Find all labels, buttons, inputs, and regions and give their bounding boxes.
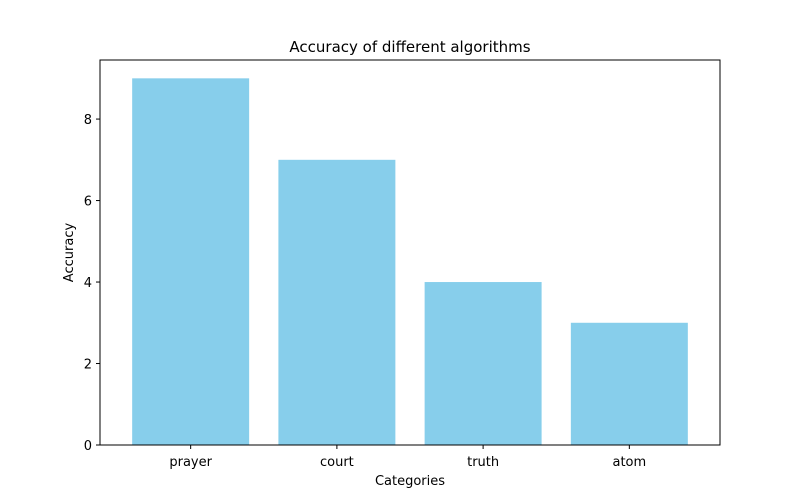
bars-group xyxy=(132,78,688,445)
y-axis-label: Accuracy xyxy=(62,223,77,283)
bar-prayer xyxy=(132,78,250,445)
y-axis-ticks: 0 2 4 6 8 xyxy=(84,113,100,454)
bar-court xyxy=(278,159,396,445)
x-tick-label: truth xyxy=(467,455,499,470)
chart-title: Accuracy of different algorithms xyxy=(289,38,530,56)
bar-truth xyxy=(424,282,542,445)
y-tick-label: 0 xyxy=(84,439,92,454)
x-axis-ticks: prayer court truth atom xyxy=(169,445,646,470)
bar-atom xyxy=(570,322,688,445)
y-tick-label: 2 xyxy=(84,358,92,373)
x-tick-label: atom xyxy=(612,455,646,470)
x-axis-label: Categories xyxy=(375,474,445,489)
x-tick-label: prayer xyxy=(169,455,212,470)
plot-area-frame xyxy=(99,59,721,446)
y-tick-label: 8 xyxy=(84,113,92,128)
y-tick-label: 4 xyxy=(84,276,92,291)
x-tick-label: court xyxy=(320,455,354,470)
y-tick-label: 6 xyxy=(84,195,92,210)
